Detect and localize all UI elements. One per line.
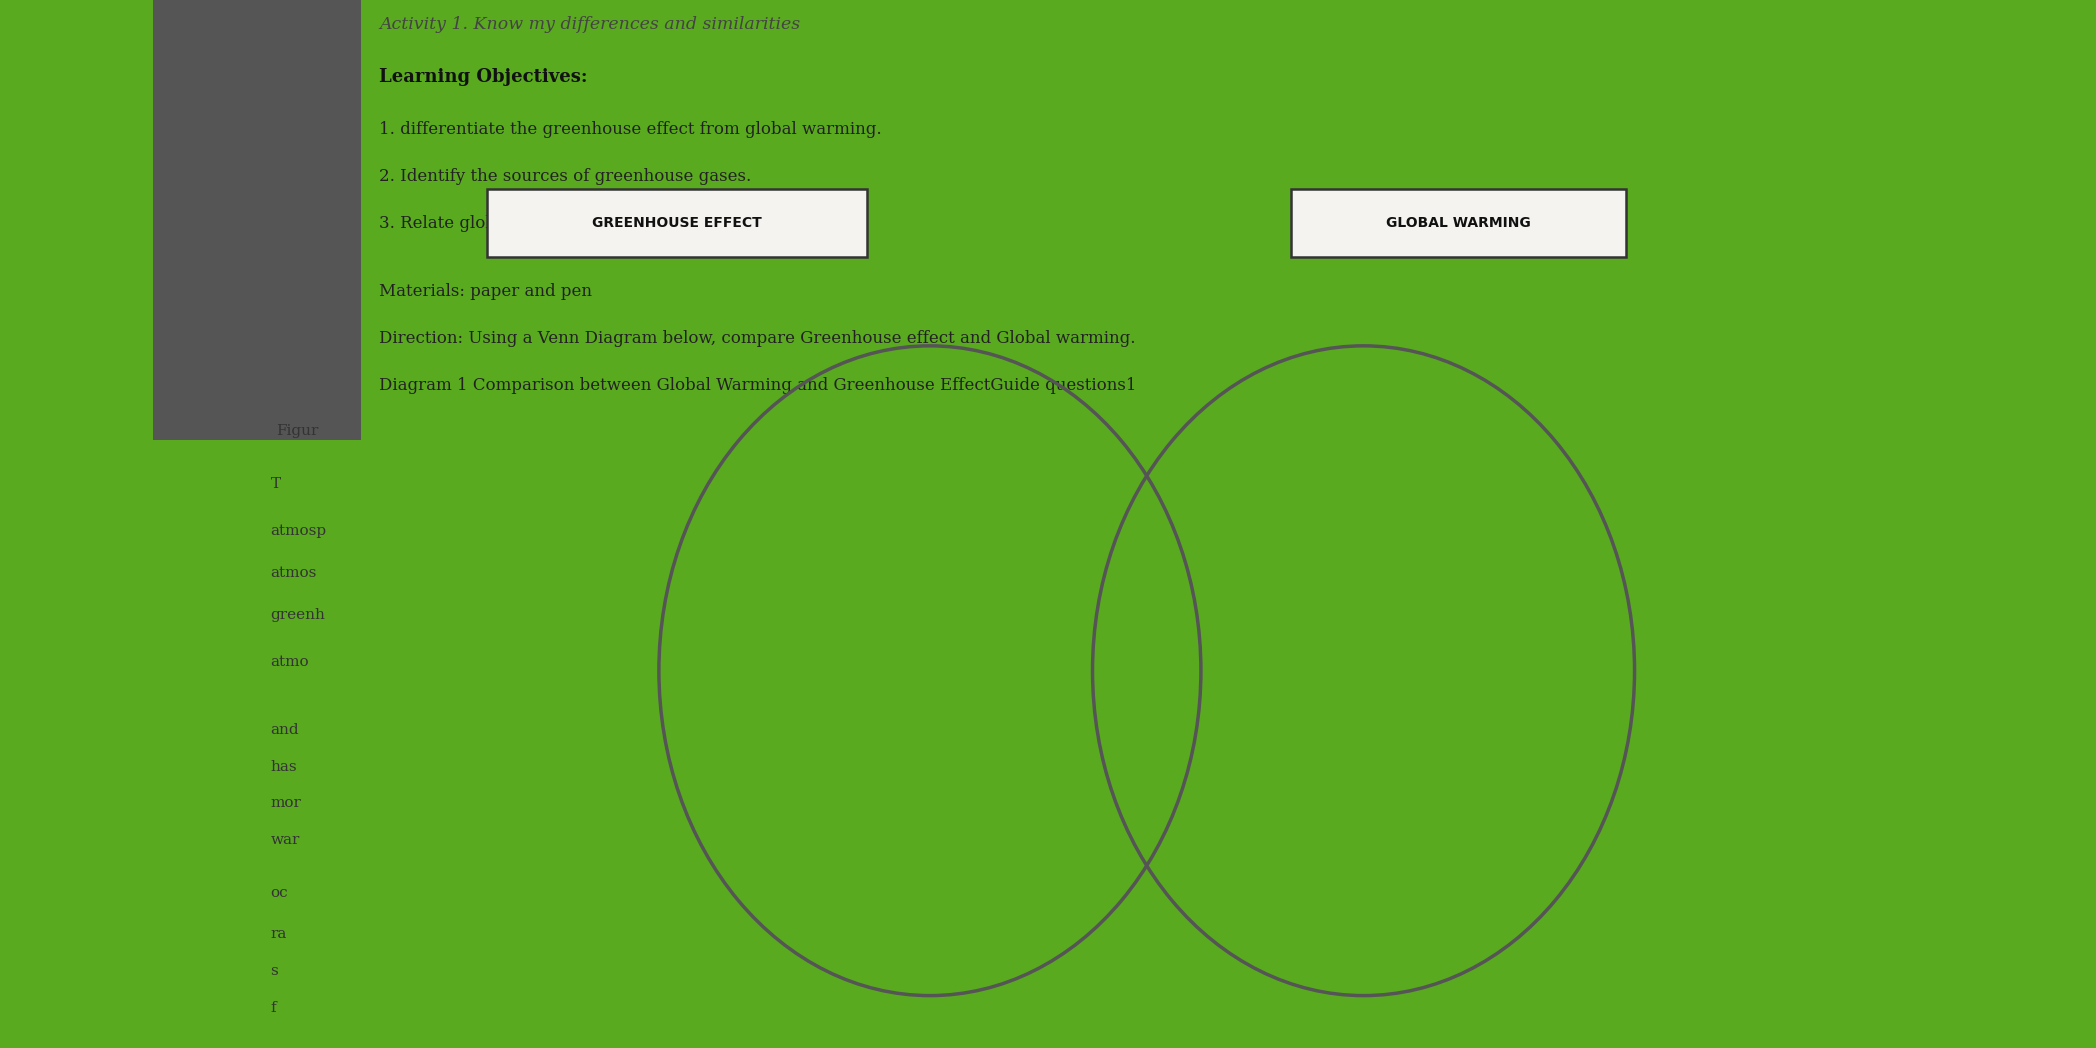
Text: Materials: paper and pen: Materials: paper and pen	[379, 283, 591, 300]
Text: greenh: greenh	[270, 608, 325, 621]
Text: war: war	[270, 833, 300, 847]
FancyBboxPatch shape	[153, 0, 361, 440]
Text: f: f	[270, 1001, 277, 1014]
Text: Learning Objectives:: Learning Objectives:	[379, 68, 587, 86]
Text: 3. Relate global warming and climate change.: 3. Relate global warming and climate cha…	[379, 215, 765, 232]
Text: has: has	[270, 760, 298, 773]
Text: atmo: atmo	[270, 655, 308, 669]
Text: Diagram 1 Comparison between Global Warming and Greenhouse EffectGuide questions: Diagram 1 Comparison between Global Warm…	[379, 377, 1136, 394]
Text: T: T	[270, 477, 281, 490]
Text: Direction: Using a Venn Diagram below, compare Greenhouse effect and Global warm: Direction: Using a Venn Diagram below, c…	[379, 330, 1136, 347]
Text: mor: mor	[270, 796, 302, 810]
FancyBboxPatch shape	[486, 189, 866, 257]
Text: and: and	[270, 723, 300, 737]
Text: Activity 1. Know my differences and similarities: Activity 1. Know my differences and simi…	[379, 16, 801, 32]
Text: atmosp: atmosp	[270, 524, 327, 538]
Text: atmos: atmos	[270, 566, 316, 580]
Text: Figur: Figur	[277, 424, 319, 438]
Text: oc: oc	[270, 886, 287, 899]
Text: ra: ra	[270, 927, 287, 941]
Text: GREENHOUSE EFFECT: GREENHOUSE EFFECT	[591, 216, 761, 230]
Text: GLOBAL WARMING: GLOBAL WARMING	[1385, 216, 1530, 230]
FancyBboxPatch shape	[1291, 189, 1626, 257]
Text: s: s	[270, 964, 279, 978]
Text: 1. differentiate the greenhouse effect from global warming.: 1. differentiate the greenhouse effect f…	[379, 121, 882, 137]
Text: 2. Identify the sources of greenhouse gases.: 2. Identify the sources of greenhouse ga…	[379, 168, 750, 184]
